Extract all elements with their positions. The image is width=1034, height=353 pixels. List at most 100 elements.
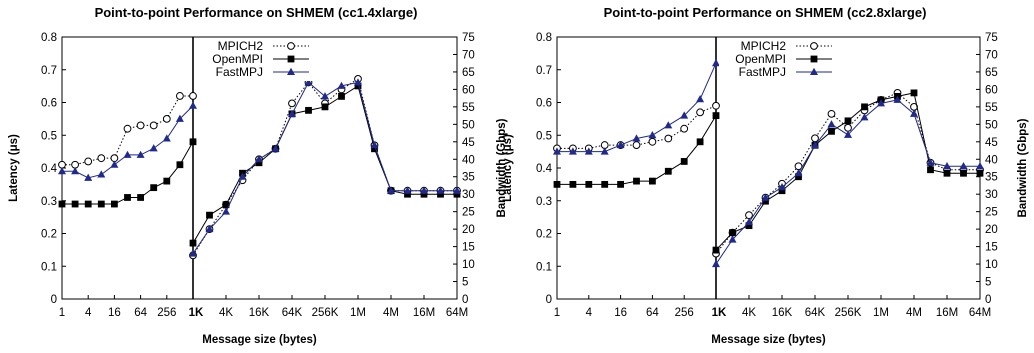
legend-label: FastMPJ xyxy=(216,65,263,79)
x-tick-label: 4K xyxy=(219,307,233,319)
latency-point xyxy=(680,111,689,119)
legend-marker xyxy=(810,67,818,75)
latency-point xyxy=(123,150,132,158)
latency-tick-label: 0.5 xyxy=(41,130,57,142)
legend-label: FastMPJ xyxy=(739,65,786,79)
latency-point xyxy=(648,137,657,146)
latency-point xyxy=(150,184,158,192)
bandwidth-point xyxy=(811,134,819,143)
bandwidth-point xyxy=(255,155,263,163)
legend-marker xyxy=(287,42,295,50)
bandwidth-point xyxy=(844,123,852,132)
y-axis-label-right: Bandwidth (Gbps) xyxy=(1017,118,1029,217)
latency-point xyxy=(712,112,720,119)
bandwidth-point xyxy=(288,99,296,108)
latency-point xyxy=(664,167,672,175)
legend-marker xyxy=(810,55,818,63)
bandwidth-point xyxy=(761,193,770,201)
x-tick-label: 4M xyxy=(906,307,922,319)
bandwidth-point xyxy=(420,186,428,194)
x-tick-label: 16 xyxy=(108,307,121,319)
latency-point xyxy=(633,177,640,185)
bandwidth-point xyxy=(304,78,313,86)
bandwidth-point xyxy=(960,169,967,177)
legend-label: MPICH2 xyxy=(741,39,787,53)
latency-point xyxy=(136,121,145,130)
x-tick-label: 16 xyxy=(614,307,627,319)
latency-point xyxy=(696,95,705,103)
bandwidth-tick-label: 55 xyxy=(462,102,475,114)
latency-point xyxy=(569,180,577,188)
latency-point xyxy=(600,147,609,155)
bandwidth-point xyxy=(745,222,753,230)
latency-tick-label: 0 xyxy=(51,294,57,306)
bandwidth-point xyxy=(778,187,786,195)
bandwidth-tick-label: 20 xyxy=(985,224,998,236)
bandwidth-tick-label: 75 xyxy=(985,32,998,44)
bandwidth-point xyxy=(927,166,934,174)
bandwidth-point xyxy=(844,117,852,125)
bandwidth-point xyxy=(205,224,214,233)
latency-point xyxy=(648,131,657,139)
series-openmpi xyxy=(58,82,461,247)
chart-1: Point-to-point Performance on SHMEM (cc1… xyxy=(8,5,508,346)
latency-tick-label: 0.6 xyxy=(41,98,57,110)
chart-title: Point-to-point Performance on SHMEM (cc1… xyxy=(95,5,418,20)
series-fastmpj xyxy=(58,78,461,257)
bandwidth-point xyxy=(976,162,984,170)
y-axis-label-left: Latency (μs) xyxy=(8,134,20,202)
latency-point xyxy=(163,177,171,185)
bandwidth-point xyxy=(238,172,247,180)
x-tick-label: 64 xyxy=(134,307,147,319)
x-tick-label: 64 xyxy=(646,307,659,319)
latency-point xyxy=(553,180,561,188)
bandwidth-point xyxy=(189,249,197,257)
latency-point xyxy=(696,138,704,146)
latency-point xyxy=(136,150,145,158)
bandwidth-tick-label: 35 xyxy=(985,172,998,184)
x-tick-label: 1 xyxy=(554,307,560,319)
latency-point xyxy=(712,59,720,67)
latency-tick-label: 0.5 xyxy=(536,130,552,142)
latency-point xyxy=(632,134,641,142)
bandwidth-point xyxy=(387,186,395,194)
legend-label: OpenMPI xyxy=(735,52,786,66)
latency-tick-label: 0.3 xyxy=(536,196,552,208)
latency-point xyxy=(162,134,171,142)
bandwidth-line xyxy=(715,92,980,251)
latency-point xyxy=(84,157,93,166)
bandwidth-tick-label: 10 xyxy=(985,259,998,271)
latency-point xyxy=(680,124,689,133)
latency-tick-label: 0.7 xyxy=(41,65,57,77)
bandwidth-point xyxy=(305,106,312,114)
bandwidth-point xyxy=(338,92,345,100)
x-tick-label: 16K xyxy=(249,307,270,319)
bandwidth-tick-label: 10 xyxy=(462,259,475,271)
bandwidth-point xyxy=(255,159,263,167)
bandwidth-point xyxy=(860,113,869,121)
bandwidth-point xyxy=(745,211,753,220)
latency-tick-label: 0.4 xyxy=(536,163,553,175)
latency-point xyxy=(712,101,720,110)
latency-point xyxy=(111,200,118,208)
series-mpich2 xyxy=(58,75,461,260)
bandwidth-point xyxy=(811,141,819,149)
bandwidth-point xyxy=(403,186,412,194)
bandwidth-tick-label: 50 xyxy=(985,119,998,131)
latency-point xyxy=(97,200,105,208)
latency-point xyxy=(71,200,79,208)
bandwidth-tick-label: 20 xyxy=(462,224,475,236)
x-tick-label: 1K xyxy=(189,307,204,319)
latency-point xyxy=(176,161,184,169)
bandwidth-tick-label: 60 xyxy=(462,84,475,96)
bandwidth-point xyxy=(712,246,720,254)
latency-point xyxy=(585,180,593,188)
bandwidth-point xyxy=(976,169,984,177)
latency-point xyxy=(176,92,184,100)
bandwidth-point xyxy=(762,197,769,205)
bandwidth-line xyxy=(715,92,980,254)
x-tick-label: 64M xyxy=(969,307,991,319)
bandwidth-point xyxy=(910,109,918,117)
latency-point xyxy=(664,134,673,143)
latency-line xyxy=(62,105,194,179)
